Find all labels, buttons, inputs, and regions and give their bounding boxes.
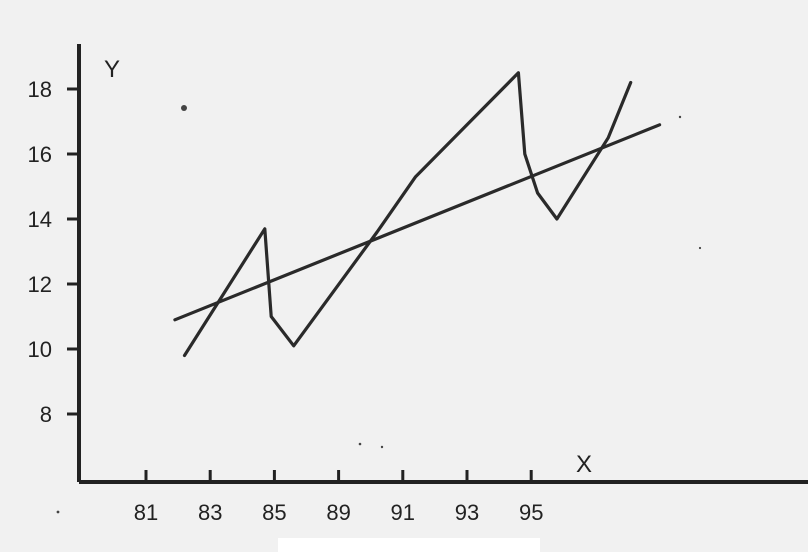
x-tick-label: 95 <box>519 500 543 525</box>
scan-speck <box>358 442 362 446</box>
scan-noise <box>56 105 702 514</box>
y-tick-label: 16 <box>28 142 52 167</box>
y-tick-label: 18 <box>28 77 52 102</box>
x-tick-label: 93 <box>455 500 479 525</box>
x-axis-title: X <box>576 451 592 478</box>
y-tick-label: 12 <box>28 272 52 297</box>
y-tick-label: 8 <box>40 402 52 427</box>
scan-speck <box>56 510 60 514</box>
trend-line <box>173 123 662 322</box>
scan-speck <box>181 105 187 111</box>
series <box>173 71 662 358</box>
axes <box>77 44 808 484</box>
y-tick-label: 14 <box>28 207 52 232</box>
x-tick-label: 81 <box>134 500 158 525</box>
x-tick-label: 83 <box>198 500 222 525</box>
y-axis-title: Y <box>104 56 120 83</box>
scan-speck <box>380 445 384 449</box>
x-tick-label: 91 <box>391 500 415 525</box>
x-tick-label: 89 <box>326 500 350 525</box>
data-series-line <box>182 71 633 358</box>
x-tick-label: 85 <box>262 500 286 525</box>
y-tick-label: 10 <box>28 337 52 362</box>
white-strip <box>278 538 540 552</box>
ticks: 8 10 12 14 16 18 81 83 85 89 91 93 95 <box>28 77 544 525</box>
scan-speck <box>678 115 682 119</box>
scan-speck <box>698 246 702 250</box>
